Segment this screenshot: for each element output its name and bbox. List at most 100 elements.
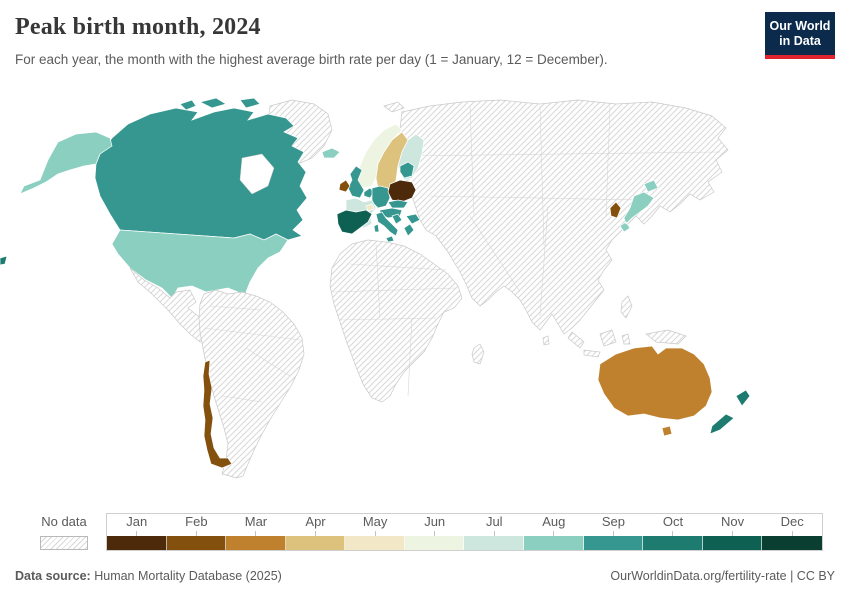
owid-logo-line2: in Data	[779, 34, 821, 48]
legend-month-swatch	[762, 536, 822, 550]
country-new-zealand[interactable]	[709, 389, 751, 435]
owid-logo[interactable]: Our World in Data	[765, 12, 835, 59]
chart-footer: Data source: Human Mortality Database (2…	[15, 569, 835, 583]
legend-month-label: Jul	[485, 514, 503, 529]
legend-month-label: Mar	[244, 514, 268, 529]
legend-month-apr[interactable]: Apr	[285, 514, 346, 550]
hudson-bay	[239, 153, 275, 195]
region-southeast-asia-islands-nodata[interactable]	[567, 295, 687, 358]
legend-no-data-label: No data	[41, 514, 87, 529]
country-norway[interactable]	[355, 123, 403, 189]
legend-month-label: Oct	[662, 514, 684, 529]
map-legend: No data Jan Feb Mar Apr	[40, 513, 823, 551]
country-usa[interactable]	[111, 229, 289, 305]
legend-month-swatch	[285, 536, 346, 550]
country-united-kingdom[interactable]	[347, 165, 365, 199]
country-usa-alaska[interactable]	[19, 131, 113, 195]
legend-month-label: Nov	[721, 514, 745, 529]
africa-inner-borders	[332, 243, 457, 397]
owid-logo-red-strip	[765, 55, 835, 59]
country-australia-tasmania[interactable]	[661, 425, 673, 437]
legend-month-swatch	[107, 536, 167, 550]
left-edge-island-fragment[interactable]	[0, 255, 8, 266]
legend-month-may[interactable]: May	[345, 514, 405, 550]
country-switzerland[interactable]	[365, 203, 375, 212]
legend-tick	[672, 531, 674, 536]
legend-month-swatch	[583, 536, 644, 550]
legend-month-nov[interactable]: Nov	[702, 514, 763, 550]
data-source-text: Data source: Human Mortality Database (2…	[15, 569, 282, 583]
legend-tick	[315, 531, 317, 536]
country-iceland[interactable]	[321, 147, 341, 159]
legend-month-swatch	[643, 536, 703, 550]
legend-tick	[612, 531, 614, 536]
legend-month-sep[interactable]: Sep	[583, 514, 644, 550]
legend-month-swatch	[404, 536, 465, 550]
legend-tick	[553, 531, 555, 536]
attribution-link[interactable]: OurWorldinData.org/fertility-rate | CC B…	[610, 569, 835, 583]
legend-month-label: Dec	[780, 514, 804, 529]
country-croatia-slovenia[interactable]	[391, 213, 403, 225]
page-title: Peak birth month, 2024	[15, 14, 261, 40]
country-ireland[interactable]	[338, 179, 351, 193]
legend-month-feb[interactable]: Feb	[166, 514, 227, 550]
legend-month-jul[interactable]: Jul	[464, 514, 525, 550]
legend-tick	[791, 531, 793, 536]
legend-month-swatch	[464, 536, 525, 550]
country-czechia-slovakia[interactable]	[387, 199, 409, 209]
legend-month-swatch	[702, 536, 763, 550]
legend-no-data-swatch	[40, 536, 88, 550]
chart-subtitle: For each year, the month with the highes…	[15, 52, 608, 67]
country-italy[interactable]	[373, 211, 399, 243]
region-svalbard-nodata[interactable]	[383, 101, 405, 113]
legend-tick	[732, 531, 734, 536]
world-map	[0, 97, 751, 479]
legend-months-band: Jan Feb Mar Apr May	[106, 513, 823, 551]
legend-tick	[493, 531, 495, 536]
legend-month-swatch	[166, 536, 227, 550]
legend-month-swatch	[524, 536, 584, 550]
country-germany[interactable]	[371, 185, 391, 209]
region-africa-nodata[interactable]	[329, 239, 463, 403]
legend-month-mar[interactable]: Mar	[226, 514, 286, 550]
country-spain-portugal[interactable]	[336, 209, 373, 235]
region-sri-lanka-nodata[interactable]	[542, 335, 550, 346]
legend-month-label: Jun	[424, 514, 446, 529]
data-source-value: Human Mortality Database (2025)	[94, 569, 282, 583]
country-canada[interactable]	[94, 107, 308, 241]
owid-logo-line1: Our World	[769, 19, 831, 33]
legend-month-label: Feb	[185, 514, 208, 529]
country-greece[interactable]	[403, 223, 415, 237]
south-america-inner-borders	[203, 305, 301, 403]
country-canada-arctic-islands[interactable]	[179, 97, 261, 111]
legend-no-data[interactable]: No data	[40, 514, 88, 550]
country-bulgaria[interactable]	[405, 213, 421, 225]
country-chile[interactable]	[202, 359, 233, 469]
legend-month-label: May	[362, 514, 388, 529]
country-japan[interactable]	[619, 179, 659, 233]
legend-tick	[434, 531, 436, 536]
legend-month-label: Jan	[126, 514, 148, 529]
country-australia[interactable]	[597, 345, 713, 421]
world-map-area	[0, 96, 850, 508]
legend-tick	[374, 531, 376, 536]
legend-month-oct[interactable]: Oct	[643, 514, 703, 550]
legend-month-aug[interactable]: Aug	[524, 514, 584, 550]
legend-tick	[195, 531, 197, 536]
legend-month-label: Sep	[601, 514, 625, 529]
legend-month-swatch	[226, 536, 286, 550]
legend-month-dec[interactable]: Dec	[762, 514, 822, 550]
owid-logo-box: Our World in Data	[765, 12, 835, 55]
asia-inner-borders	[401, 105, 721, 317]
legend-month-jun[interactable]: Jun	[404, 514, 465, 550]
country-south-korea[interactable]	[609, 201, 622, 219]
legend-tick	[255, 531, 257, 536]
legend-month-jan[interactable]: Jan	[107, 514, 167, 550]
legend-month-label: Apr	[305, 514, 326, 529]
legend-month-swatch	[345, 536, 405, 550]
country-poland[interactable]	[387, 179, 417, 203]
country-baltics[interactable]	[399, 161, 415, 179]
region-madagascar-nodata[interactable]	[471, 343, 485, 365]
region-asia-nodata[interactable]	[399, 99, 729, 335]
